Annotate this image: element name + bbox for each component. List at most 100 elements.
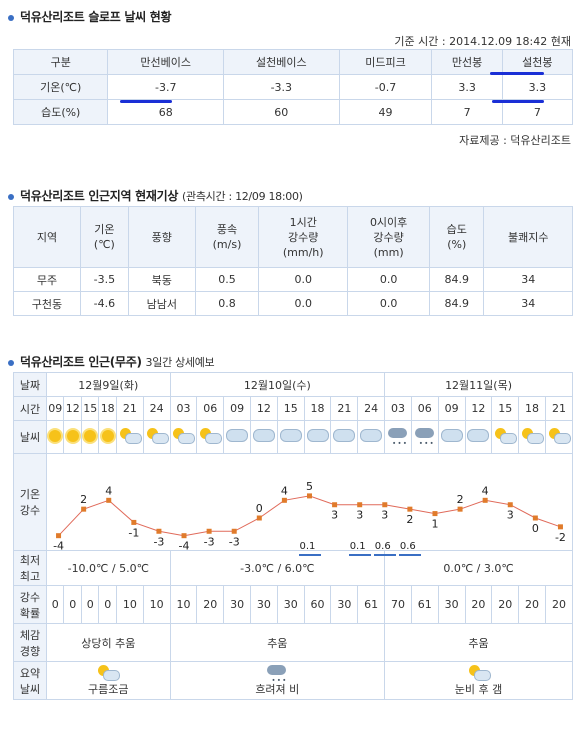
table-cell: 북동: [127, 267, 196, 292]
table-cell: 0.5: [194, 267, 260, 292]
table-cell: 68: [107, 99, 225, 125]
forecast-weather-cell: [98, 420, 117, 454]
section2-title: 덕유산리조트 인근지역 현재기상 (관측시간 : 12/09 18:00): [8, 187, 303, 204]
precip-probability: 20: [518, 585, 546, 624]
table-cell: 34: [483, 267, 573, 292]
section3-title: 덕유산리조트 인근(무주) 3일간 상세예보: [8, 353, 215, 370]
table-cell: 0.0: [347, 291, 431, 316]
forecast-time: 03: [169, 396, 198, 421]
temp-chart-cell: [46, 453, 573, 551]
forecast-time: 12: [63, 396, 82, 421]
precip-probability: 60: [303, 585, 332, 624]
precip-probability: 61: [410, 585, 439, 624]
row-label-summary: 요약 날씨: [13, 661, 47, 700]
precip-probability: 30: [330, 585, 359, 624]
row-label: 습도(%): [12, 99, 109, 125]
partly-cloudy-icon: [146, 427, 169, 444]
precip-bar: [348, 554, 371, 556]
forecast-feel: 추움: [169, 623, 386, 662]
precip-probability: 30: [276, 585, 305, 624]
forecast-time: 06: [410, 396, 439, 421]
partly-cloudy-icon: [494, 427, 518, 444]
precip-probability: 30: [250, 585, 278, 624]
column-header: 0시이후 강수량 (mm): [347, 206, 431, 268]
precip-probability: 20: [491, 585, 520, 624]
precip-probability: 20: [464, 585, 493, 624]
partly-cloudy-icon: [172, 427, 196, 444]
precip-amount: 0.6: [399, 541, 416, 552]
forecast-weather-cell: [169, 420, 198, 454]
row-label-time: 시간: [13, 396, 47, 421]
forecast-time: 24: [142, 396, 171, 421]
forecast-table: 날짜 12월9일(화) 12월10일(수) 12월11일(목) 시간 09 12 15 18 2…: [13, 372, 574, 700]
forecast-weather-cell: [196, 420, 225, 454]
sun-icon: [66, 429, 79, 442]
table-cell: 3.3: [501, 74, 574, 100]
precipitation-layer: 0.1 0.1 0.6 0.6: [46, 541, 573, 561]
row-label-prob: 강수 확률: [13, 585, 47, 624]
cloud-icon: [252, 429, 275, 442]
forecast-weather-cell: [115, 420, 144, 454]
cloud-icon: [440, 429, 463, 442]
timestamp: 기준 시간 : 2014.12.09 18:42 현재: [394, 35, 571, 48]
highlight-mark: [490, 72, 544, 75]
row-label: 기온(℃): [12, 74, 109, 100]
data-source: 자료제공 : 덕유산리조트: [459, 134, 571, 147]
column-header: 지역: [13, 206, 81, 268]
sun-icon: [49, 429, 62, 442]
precip-probability: 0: [80, 585, 100, 624]
precip-amount: 0.6: [374, 541, 391, 552]
column-header: 풍향: [127, 206, 196, 268]
table-cell: -0.7: [338, 74, 433, 100]
row-label-weather: 날씨: [13, 420, 47, 454]
table-cell: 7: [501, 99, 574, 125]
table-cell: 49: [338, 99, 433, 125]
forecast-weather-cell: [437, 420, 466, 454]
forecast-summary: 구름조금: [46, 661, 171, 700]
forecast-time: 18: [518, 396, 546, 421]
precip-probability: 0: [63, 585, 82, 624]
forecast-weather-cell: [330, 420, 359, 454]
cloud-icon: [467, 429, 490, 442]
highlight-mark: [492, 100, 544, 103]
row-label: 구천동: [13, 291, 81, 316]
precip-bar: [398, 554, 421, 556]
row-label: 무주: [13, 267, 81, 292]
forecast-day-date: 12월9일(화): [46, 372, 171, 397]
column-header: 구분: [12, 49, 109, 75]
forecast-weather-cell: [250, 420, 278, 454]
section1-title: 덕유산리조트 슬로프 날씨 현황: [8, 8, 172, 25]
forecast-weather-cell: [544, 420, 574, 454]
partly-cloudy-icon: [521, 427, 545, 444]
precip-probability: 10: [142, 585, 171, 624]
table-cell: 0.8: [194, 291, 260, 316]
forecast-weather-cell: [303, 420, 332, 454]
table-cell: 3.3: [431, 74, 503, 100]
forecast-time: 12: [250, 396, 278, 421]
forecast-summary: ∙∙∙ 흐려져 비: [169, 661, 386, 700]
forecast-weather-cell: ∙∙∙: [384, 420, 412, 454]
forecast-time: 15: [491, 396, 520, 421]
forecast-weather-cell: [357, 420, 386, 454]
forecast-time: 03: [384, 396, 412, 421]
column-header: 1시간 강수량 (mm/h): [258, 206, 349, 268]
forecast-summary: 눈비 후 갬: [384, 661, 573, 700]
forecast-weather-cell: [491, 420, 520, 454]
forecast-weather-cell: [518, 420, 546, 454]
forecast-time: 15: [80, 396, 100, 421]
partly-cloudy-icon: [199, 427, 223, 444]
forecast-feel: 추움: [384, 623, 573, 662]
table-cell: 60: [223, 99, 340, 125]
table-cell: 7: [431, 99, 503, 125]
forecast-time: 09: [437, 396, 466, 421]
table-cell: -3.5: [79, 267, 129, 292]
rain-icon: ∙∙∙: [266, 664, 288, 684]
precip-probability: 0: [45, 585, 65, 624]
summary-text: 흐려져 비: [255, 682, 300, 696]
forecast-feel: 상당히 추움: [46, 623, 171, 662]
forecast-time: 24: [357, 396, 386, 421]
sun-icon: [84, 429, 97, 442]
precip-probability: 0: [98, 585, 117, 624]
column-header: 만선베이스: [107, 49, 225, 75]
precip-bar: [298, 554, 321, 556]
